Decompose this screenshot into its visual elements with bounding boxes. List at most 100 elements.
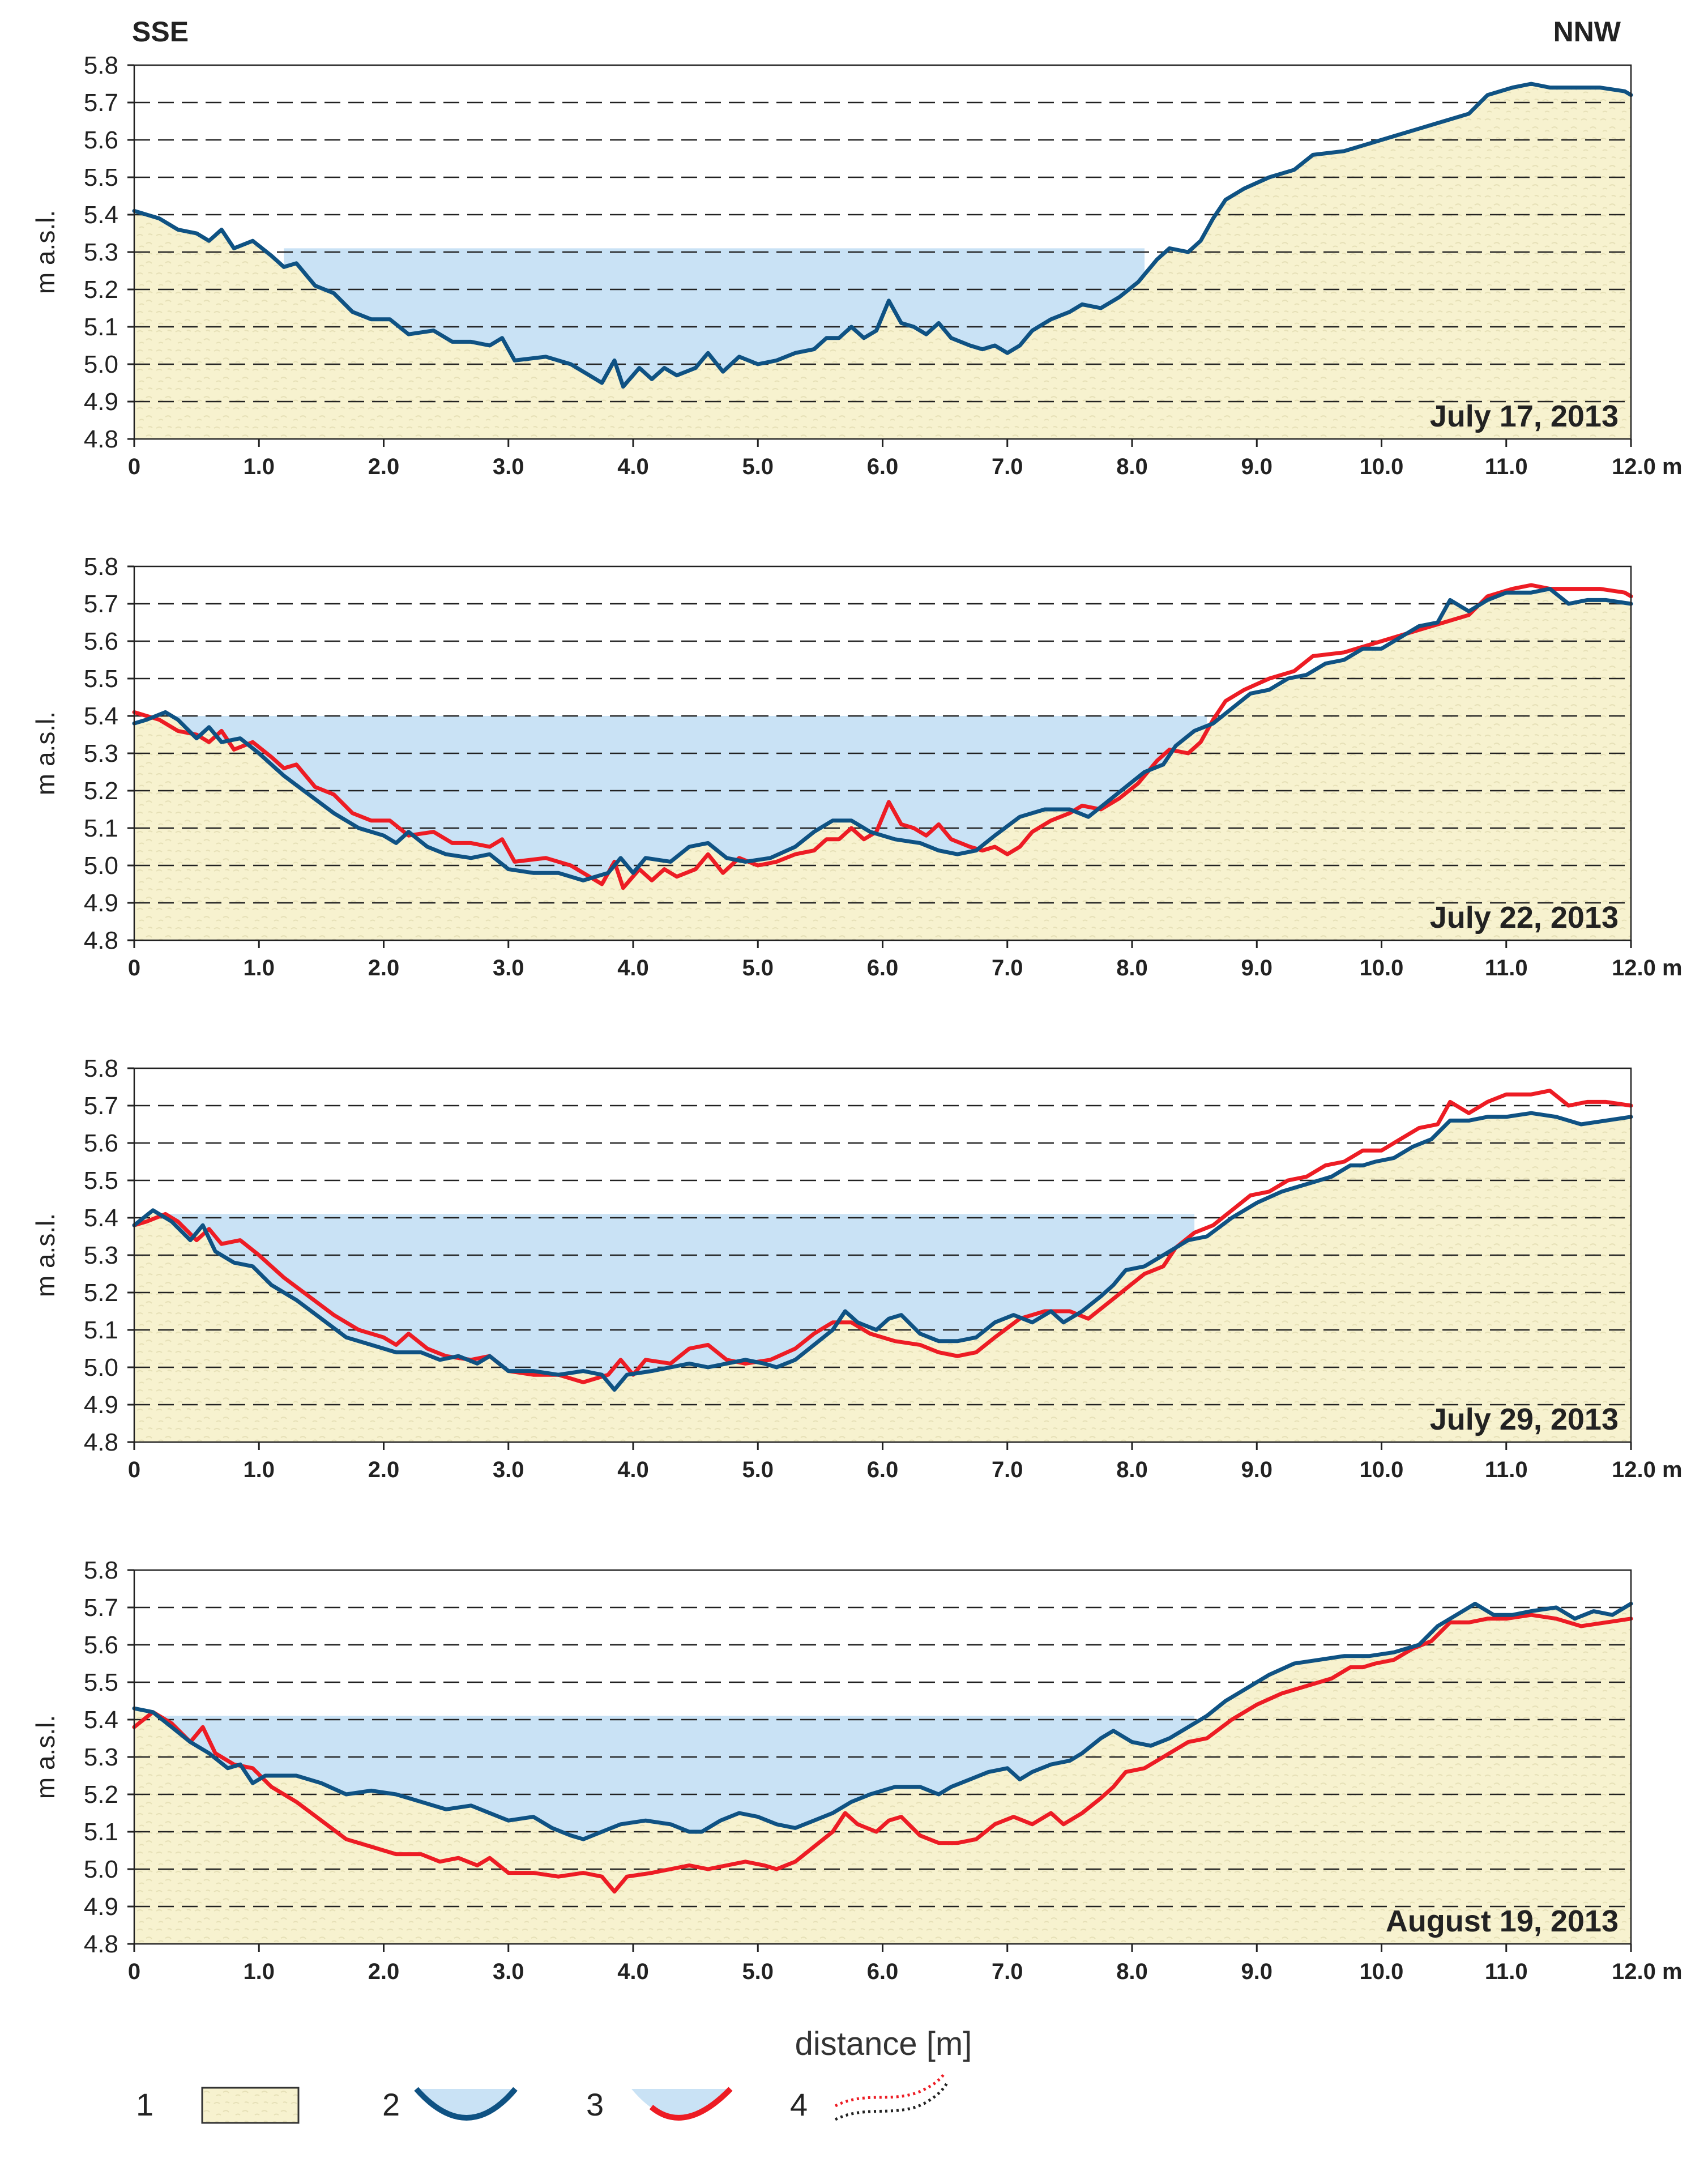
x-tick-label: 6.0 [867, 454, 899, 479]
x-tick-label: 8.0 [1116, 1457, 1148, 1482]
y-tick-label: 4.9 [84, 388, 118, 416]
x-tick-label: 11.0 [1485, 1959, 1528, 1984]
sediment-fill [134, 1113, 1631, 1442]
x-tick-label: 7.0 [992, 956, 1023, 980]
legend-item-sediment: 1 [136, 2087, 300, 2124]
x-tick-label: 7.0 [992, 1959, 1023, 1984]
y-tick-label: 5.0 [84, 1856, 118, 1883]
y-tick-label: 5.1 [84, 313, 118, 341]
legend-item-dotted-lines: 4 [790, 2072, 949, 2122]
y-tick-label: 5.4 [84, 702, 118, 730]
x-tick-label: 6.0 [867, 1959, 899, 1984]
y-axis-label: m a.s.l. [31, 1213, 60, 1297]
x-tick-label: 11.0 [1485, 956, 1528, 980]
panel-date-label: August 19, 2013 [1386, 1904, 1619, 1938]
y-tick-label: 5.2 [84, 276, 118, 304]
y-tick-label: 5.3 [84, 1242, 118, 1269]
direction-right-label: NNW [1553, 16, 1621, 48]
x-tick-label: 8.0 [1116, 454, 1148, 479]
x-tick-label: 9.0 [1241, 956, 1273, 980]
panel-date-label: July 29, 2013 [1430, 1402, 1619, 1436]
y-tick-label: 5.1 [84, 814, 118, 842]
previous-bed-line [132, 583, 1633, 890]
panel-date-label: July 17, 2013 [1430, 399, 1619, 433]
x-tick-label: 0 [128, 956, 140, 980]
x-tick-label: 5.0 [742, 956, 774, 980]
x-tick-label: 6.0 [867, 956, 899, 980]
x-tick-label: 12.0 m [1612, 956, 1683, 980]
chart-panel-1: 4.8 4.9 5.0 5.1 5.2 5.3 5.4 5.5 5.6 5.7 5.8 0 1.0 2.0… [31, 52, 1683, 479]
x-tick-label: 10.0 [1360, 1959, 1404, 1984]
red-bed-line-stroke [649, 2087, 733, 2121]
x-tick-label: 5.0 [742, 454, 774, 479]
x-tick-label: 8.0 [1116, 1959, 1148, 1984]
y-tick-label: 5.8 [84, 52, 118, 79]
legend: 1 2 3 4 [136, 2072, 949, 2124]
y-tick-label: 5.2 [84, 1781, 118, 1809]
y-tick-label: 5.0 [84, 1354, 118, 1381]
x-tick-label: 0 [128, 454, 140, 479]
y-tick-label: 5.4 [84, 1204, 118, 1232]
y-tick-label: 5.3 [84, 238, 118, 266]
bed-profile-line [132, 82, 1633, 389]
x-tick-label: 4.0 [617, 956, 649, 980]
x-tick-label: 7.0 [992, 454, 1023, 479]
x-tick-label: 9.0 [1241, 454, 1273, 479]
y-tick-label: 4.8 [84, 1930, 118, 1958]
y-tick-label: 5.5 [84, 164, 118, 191]
x-tick-label: 2.0 [368, 956, 400, 980]
x-tick-label: 11.0 [1485, 1457, 1528, 1482]
x-tick-label: 2.0 [368, 454, 400, 479]
y-axis-label: m a.s.l. [31, 210, 60, 294]
x-tick-label: 10.0 [1360, 1457, 1404, 1482]
y-axis-label: m a.s.l. [31, 1715, 60, 1799]
x-tick-label: 5.0 [742, 1457, 774, 1482]
sediment-swatch [201, 2087, 300, 2124]
y-tick-label: 5.5 [84, 665, 118, 693]
x-tick-label: 4.0 [617, 1457, 649, 1482]
y-tick-label: 4.9 [84, 1893, 118, 1921]
y-tick-label: 5.8 [84, 553, 118, 581]
red-dotted-line [834, 2072, 946, 2108]
x-tick-label: 0 [128, 1457, 140, 1482]
x-tick-label: 12.0 m [1612, 454, 1683, 479]
y-tick-label: 5.6 [84, 1129, 118, 1157]
y-tick-label: 5.1 [84, 1818, 118, 1846]
bed-profile-line [132, 1601, 1633, 1841]
x-tick-label: 3.0 [493, 454, 524, 479]
x-tick-label: 4.0 [617, 454, 649, 479]
y-tick-label: 5.4 [84, 201, 118, 229]
y-axis-label: m a.s.l. [31, 711, 60, 795]
y-tick-label: 5.3 [84, 1743, 118, 1771]
y-tick-label: 5.5 [84, 1167, 118, 1195]
x-tick-label: 1.0 [243, 454, 275, 479]
x-tick-label: 8.0 [1116, 956, 1148, 980]
previous-bed-line [132, 1089, 1633, 1384]
black-dotted-line [834, 2082, 949, 2121]
x-tick-label: 10.0 [1360, 956, 1404, 980]
y-tick-label: 4.8 [84, 927, 118, 954]
y-tick-label: 5.5 [84, 1669, 118, 1696]
x-tick-label: 6.0 [867, 1457, 899, 1482]
panel-date-label: July 22, 2013 [1430, 901, 1619, 935]
x-axis-title: distance [m] [795, 2025, 972, 2062]
legend-number-2: 2 [382, 2087, 400, 2122]
chart-panel-4: 4.8 4.9 5.0 5.1 5.2 5.3 5.4 5.5 5.6 5.7 5.8 0 1.0 2.0… [31, 1556, 1683, 1984]
y-tick-label: 5.0 [84, 351, 118, 378]
legend-item-bed-profile: 2 [382, 2087, 518, 2122]
x-tick-label: 12.0 m [1612, 1457, 1683, 1482]
y-tick-label: 5.7 [84, 89, 118, 117]
chart-panel-2: 4.8 4.9 5.0 5.1 5.2 5.3 5.4 5.5 5.6 5.7 5.8 0 1.0 2.0… [31, 553, 1683, 980]
x-tick-label: 5.0 [742, 1959, 774, 1984]
x-tick-label: 0 [128, 1959, 140, 1984]
sediment-fill [134, 588, 1631, 940]
y-tick-label: 5.7 [84, 590, 118, 618]
legend-item-previous-bed: 3 [586, 2087, 733, 2122]
sediment-fill [134, 1603, 1631, 1944]
previous-bed-line [132, 1613, 1633, 1894]
y-tick-label: 5.6 [84, 126, 118, 154]
y-tick-label: 4.9 [84, 1391, 118, 1419]
x-tick-label: 10.0 [1360, 454, 1404, 479]
x-tick-label: 1.0 [243, 956, 275, 980]
